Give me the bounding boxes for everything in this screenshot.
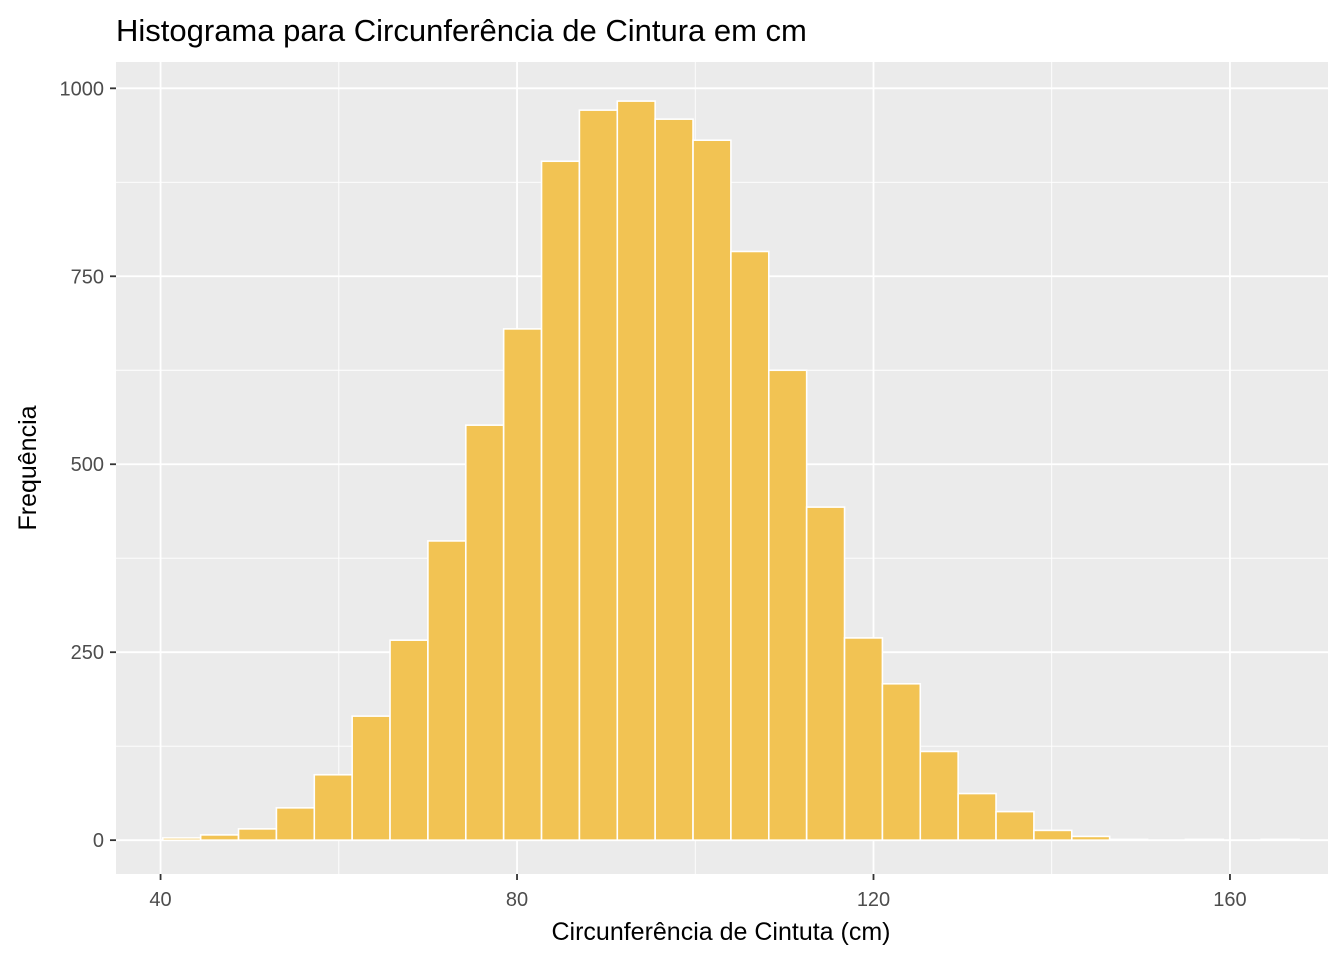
y-axis-title: Frequência (14, 405, 42, 530)
histogram-bar (578, 109, 619, 841)
histogram-bar (957, 792, 997, 841)
histogram-bar (427, 540, 467, 841)
histogram-bar (1070, 835, 1111, 841)
histogram-bar (919, 750, 959, 841)
histogram-bar (313, 773, 353, 841)
histogram-bar (1108, 838, 1149, 841)
x-tick-label: 160 (1213, 889, 1246, 911)
histogram-bar (199, 834, 240, 841)
histogram-bar (502, 328, 543, 841)
chart-title: Histograma para Circunferência de Cintur… (116, 13, 807, 48)
histogram-bar (540, 160, 581, 841)
x-axis-ticks: 40 80 120 160 (149, 874, 1247, 911)
histogram-bar (616, 100, 656, 841)
histogram-bar (843, 637, 884, 841)
y-tick-label: 750 (71, 266, 104, 288)
histogram-bar (237, 828, 278, 841)
histogram-bar (881, 682, 922, 841)
histogram-bar (654, 118, 694, 841)
histogram-bar (1260, 838, 1300, 841)
y-axis-ticks: 0 250 500 750 1000 (60, 78, 116, 852)
histogram-bar (995, 810, 1035, 841)
x-tick-label: 120 (857, 889, 890, 911)
histogram-bar (351, 715, 391, 841)
y-tick-label: 0 (93, 830, 104, 852)
histogram-bar (464, 424, 505, 841)
y-tick-label: 1000 (60, 78, 105, 100)
y-tick-label: 250 (71, 642, 104, 664)
x-tick-label: 40 (149, 889, 171, 911)
histogram-bar (805, 506, 846, 841)
histogram-bar (767, 369, 808, 841)
x-tick-label: 80 (506, 889, 528, 911)
histogram-bar (1033, 829, 1073, 841)
x-axis-title: Circunferência de Cintuta (cm) (551, 918, 890, 946)
histogram-bar (275, 807, 316, 841)
histogram-bar (1184, 838, 1225, 841)
histogram-bar (730, 250, 770, 841)
histogram-bar (161, 837, 202, 841)
histogram-bar (389, 639, 429, 841)
histogram-bars (161, 100, 1300, 841)
y-tick-label: 500 (71, 454, 104, 476)
histogram-bar (692, 139, 732, 841)
